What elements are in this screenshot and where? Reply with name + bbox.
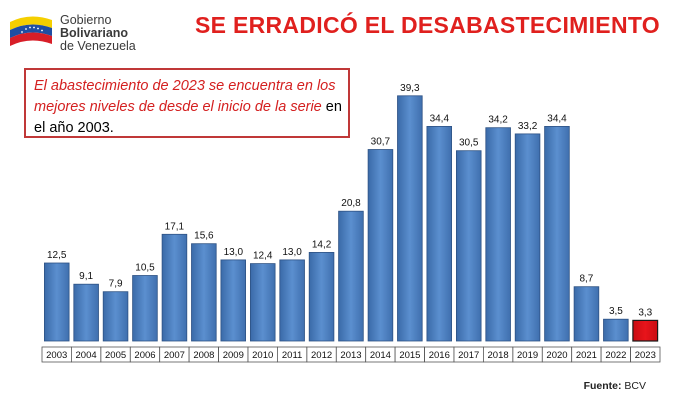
bar-2015 bbox=[397, 95, 423, 342]
value-label-2016: 34,4 bbox=[430, 113, 450, 124]
bar-2016 bbox=[426, 126, 452, 342]
category-label-2008: 2008 bbox=[193, 350, 214, 361]
bar-2020 bbox=[544, 126, 570, 342]
bars-group bbox=[44, 95, 659, 342]
value-labels-group: 12,5 9,1 7,9 10,5 17,1 15,6 13,0 12,4 13,0 14,2 20… bbox=[47, 83, 653, 319]
venezuela-flag-icon bbox=[10, 16, 52, 46]
callout-box: El abastecimiento de 2023 se encuentra e… bbox=[24, 68, 350, 138]
category-label-2022: 2022 bbox=[605, 350, 626, 361]
bar-2014 bbox=[367, 149, 394, 342]
bar-2019 bbox=[514, 133, 541, 342]
bar-2008 bbox=[191, 243, 217, 342]
source-label: Fuente: bbox=[583, 380, 622, 392]
bar-2005 bbox=[102, 291, 129, 342]
bar-2010 bbox=[249, 263, 276, 342]
category-label-2023: 2023 bbox=[635, 350, 656, 361]
value-label-2021: 8,7 bbox=[579, 274, 593, 285]
category-label-2021: 2021 bbox=[576, 350, 597, 361]
bar-2018 bbox=[485, 127, 511, 342]
bar-2013 bbox=[338, 210, 364, 342]
bar-2021 bbox=[573, 286, 600, 342]
value-label-2022: 3,5 bbox=[609, 306, 623, 317]
category-cell-2023 bbox=[630, 346, 661, 363]
bar-2006 bbox=[132, 275, 158, 342]
value-label-2013: 20,8 bbox=[341, 198, 361, 209]
bar-2007 bbox=[161, 233, 188, 342]
gobierno-logo: Gobierno Bolivariano de Venezuela bbox=[8, 8, 148, 58]
value-label-2017: 30,5 bbox=[459, 138, 479, 149]
category-label-2005: 2005 bbox=[105, 350, 126, 361]
bar-2009 bbox=[220, 259, 246, 342]
value-label-2009: 13,0 bbox=[224, 247, 244, 258]
bar-2011 bbox=[279, 259, 305, 342]
bar-2012 bbox=[308, 251, 335, 342]
callout-emphasis: El abastecimiento de 2023 se encuentra e… bbox=[34, 78, 336, 115]
category-label-2003: 2003 bbox=[46, 350, 67, 361]
value-label-2018: 34,2 bbox=[488, 115, 508, 126]
value-label-2019: 33,2 bbox=[518, 121, 538, 132]
category-label-2011: 2011 bbox=[282, 350, 302, 361]
org-name: Gobierno Bolivariano de Venezuela bbox=[60, 14, 136, 53]
value-label-2004: 9,1 bbox=[79, 271, 93, 282]
value-label-2012: 14,2 bbox=[312, 239, 332, 250]
category-label-2010: 2010 bbox=[252, 350, 273, 361]
category-label-2020: 2020 bbox=[546, 350, 567, 361]
category-label-2018: 2018 bbox=[488, 350, 509, 361]
category-label-2007: 2007 bbox=[164, 350, 185, 361]
org-line-1: Gobierno bbox=[60, 13, 112, 27]
bar-2004 bbox=[73, 283, 99, 342]
value-label-2003: 12,5 bbox=[47, 250, 67, 261]
value-label-2015: 39,3 bbox=[400, 83, 420, 94]
value-label-2005: 7,9 bbox=[109, 279, 123, 290]
page-title: SE ERRADICÓ EL DESABASTECIMIENTO bbox=[195, 12, 660, 38]
source-value: BCV bbox=[624, 380, 646, 392]
category-label-2017: 2017 bbox=[458, 350, 479, 361]
bar-2022 bbox=[603, 318, 629, 342]
source-note: Fuente: BCV bbox=[584, 380, 646, 392]
value-label-2011: 13,0 bbox=[282, 247, 302, 258]
value-label-2008: 15,6 bbox=[194, 231, 214, 242]
value-label-2010: 12,4 bbox=[253, 251, 273, 262]
value-label-2014: 30,7 bbox=[371, 137, 391, 148]
category-label-2019: 2019 bbox=[517, 350, 538, 361]
category-label-2004: 2004 bbox=[76, 350, 97, 361]
value-label-2007: 17,1 bbox=[165, 221, 185, 232]
bar-2017 bbox=[455, 150, 482, 342]
value-label-2006: 10,5 bbox=[135, 263, 155, 274]
bar-2023 bbox=[632, 319, 659, 342]
category-label-2012: 2012 bbox=[311, 350, 332, 361]
value-label-2020: 34,4 bbox=[547, 113, 567, 124]
category-label-2013: 2013 bbox=[340, 350, 361, 361]
x-axis: 2003 2004 2005 2006 2007 2008 2009 2010 2011 2012… bbox=[41, 346, 661, 363]
category-label-2015: 2015 bbox=[399, 350, 420, 361]
org-line-2: Bolivariano bbox=[60, 26, 129, 40]
callout-rest: en el año 2003. bbox=[34, 99, 342, 136]
value-label-2023: 3,3 bbox=[638, 307, 652, 318]
org-line-3: de Venezuela bbox=[60, 39, 136, 53]
category-label-2006: 2006 bbox=[134, 350, 155, 361]
bar-2003 bbox=[44, 262, 70, 342]
category-label-2009: 2009 bbox=[223, 350, 244, 361]
category-label-2014: 2014 bbox=[370, 350, 391, 361]
category-label-2016: 2016 bbox=[429, 350, 450, 361]
